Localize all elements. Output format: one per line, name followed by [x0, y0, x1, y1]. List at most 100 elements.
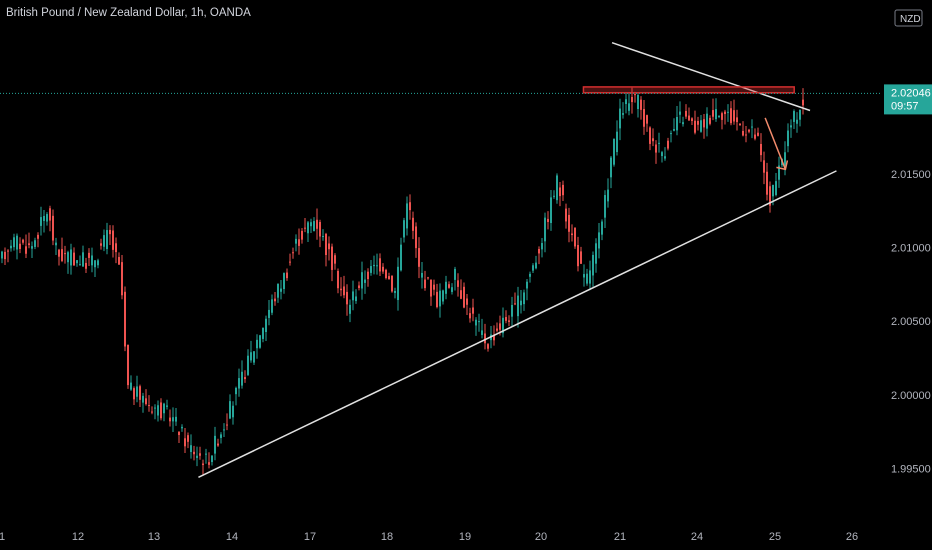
candle-body	[136, 386, 138, 397]
candle-body	[145, 398, 147, 405]
candle-body	[559, 187, 561, 197]
candle-body	[661, 152, 663, 157]
candle-body	[604, 195, 606, 218]
candle-body	[205, 453, 207, 455]
candle-body	[739, 123, 741, 126]
candle-body	[349, 304, 351, 314]
last-price-countdown: 09:57	[891, 100, 919, 112]
candle-body	[274, 298, 276, 302]
candle-body	[421, 272, 423, 278]
candle-body	[541, 243, 543, 250]
candle-body	[52, 215, 54, 241]
candle-body	[283, 273, 285, 289]
candle-body	[229, 401, 231, 419]
candle-body	[430, 279, 432, 297]
candle-body	[649, 127, 651, 144]
candle-body	[211, 455, 213, 462]
candle-body	[193, 451, 195, 455]
candle-body	[139, 386, 141, 400]
candle-body	[403, 220, 405, 238]
candle-body	[721, 113, 723, 120]
candle-body	[157, 405, 159, 416]
candle-body	[688, 115, 690, 121]
candle-body	[787, 130, 789, 147]
x-tick-label: 26	[846, 531, 858, 543]
candle-body	[91, 255, 93, 266]
candle-body	[391, 275, 393, 292]
candle-body	[394, 290, 396, 293]
candle-body	[436, 291, 438, 308]
candle-body	[46, 214, 48, 222]
candle-body	[577, 244, 579, 267]
candle-body	[595, 243, 597, 264]
x-tick-label: 18	[381, 531, 393, 543]
candle-body	[700, 120, 702, 132]
candle-body	[616, 131, 618, 153]
candle-body	[553, 195, 555, 197]
candle-body	[442, 290, 444, 302]
candle-body	[547, 218, 549, 222]
candle-body	[316, 219, 318, 229]
candle-body	[82, 252, 84, 267]
candle-body	[151, 411, 153, 413]
candle-body	[493, 334, 495, 341]
candle-body	[643, 108, 645, 127]
candle-body	[778, 165, 780, 180]
candle-body	[571, 233, 573, 236]
x-tick-label: 25	[769, 531, 781, 543]
candle-body	[406, 203, 408, 229]
candle-body	[655, 144, 657, 153]
candle-body	[199, 453, 201, 456]
candle-body	[241, 371, 243, 386]
candle-body	[190, 445, 192, 453]
candle-body	[724, 111, 726, 115]
candle-body	[214, 435, 216, 454]
candle-body	[526, 281, 528, 289]
candle-body	[769, 186, 771, 206]
candle-body	[25, 246, 27, 254]
candle-body	[478, 321, 480, 323]
candle-body	[292, 252, 294, 254]
candle-body	[673, 129, 675, 131]
candle-body	[544, 217, 546, 242]
candle-body	[784, 152, 786, 169]
candle-body	[79, 264, 81, 266]
candle-body	[115, 243, 117, 253]
candle-body	[286, 272, 288, 279]
candle-body	[148, 405, 150, 407]
candle-body	[331, 246, 333, 270]
candle-body	[154, 407, 156, 409]
candle-body	[106, 230, 108, 250]
candle-body	[409, 202, 411, 211]
x-tick-label: 1	[0, 531, 5, 543]
candle-body	[715, 109, 717, 120]
candle-body	[697, 121, 699, 125]
candle-body	[220, 434, 222, 438]
candle-body	[361, 272, 363, 289]
resistance-zone	[582, 86, 795, 94]
candle-body	[565, 208, 567, 222]
candle-body	[142, 395, 144, 403]
candle-body	[412, 217, 414, 231]
candle-body	[70, 249, 72, 266]
candle-body	[112, 230, 114, 250]
candle-body	[121, 262, 123, 296]
candle-body	[763, 160, 765, 173]
candle-body	[757, 132, 759, 136]
candle-body	[49, 208, 51, 221]
candle-body	[535, 262, 537, 269]
candle-body	[589, 270, 591, 284]
candle-body	[772, 184, 774, 197]
candle-body	[532, 265, 534, 271]
candle-body	[325, 233, 327, 256]
candle-body	[76, 260, 78, 264]
candle-body	[304, 227, 306, 229]
candle-body	[538, 248, 540, 254]
candle-body	[169, 417, 171, 422]
candle-body	[679, 111, 681, 115]
candle-body	[685, 110, 687, 117]
candle-body	[166, 405, 168, 407]
candle-body	[4, 251, 6, 260]
candle-body	[451, 287, 453, 292]
